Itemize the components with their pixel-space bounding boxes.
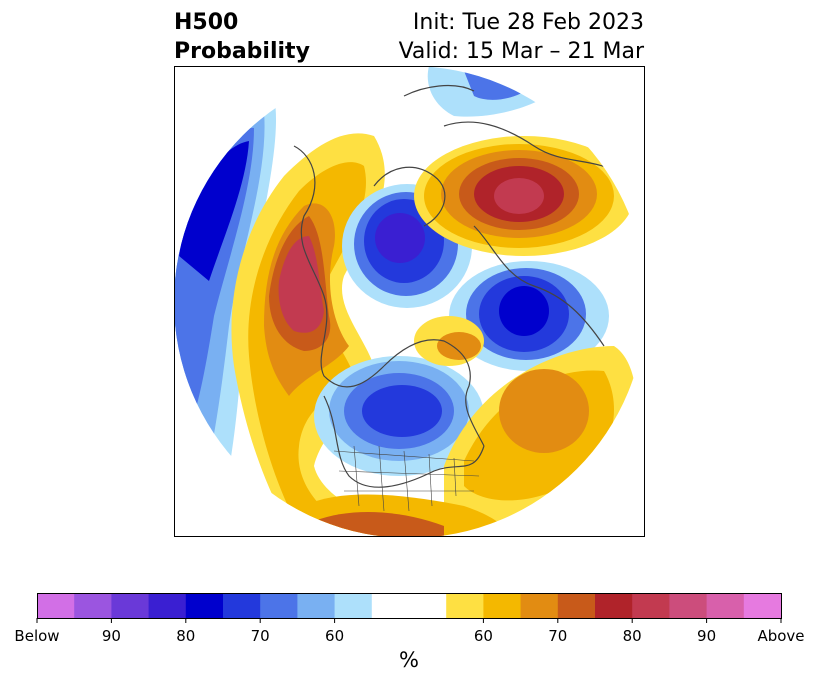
colorbar-tick-label: 80 [622,627,642,645]
colorbar-tick-label: Above [757,627,805,645]
colorbar-tick-label: 70 [548,627,568,645]
colorbar-cell [669,593,708,618]
colorbar-cell [409,593,447,618]
field-type: Probability [174,39,310,64]
state-borders [333,445,480,512]
colorbar-cell [595,593,633,618]
pacific-negative-core [179,141,249,281]
colorbar-cell [185,593,224,618]
colorbar-cell [706,593,745,618]
alaska-positive-core [278,236,324,333]
colorbar-tick-label: 80 [176,627,196,645]
date-info: Init: Tue 28 Feb 2023 Valid: 15 Mar – 21… [399,8,644,66]
colorbar-tick-label: 60 [325,627,345,645]
colorbar-tick-label: 90 [101,627,121,645]
atlantic-positive-orange [499,369,589,453]
siberia-negative-core [499,286,549,336]
colorbar-cell [557,593,596,618]
probability-map [174,66,645,537]
canada-negative-core [362,385,442,437]
colorbar-unit: % [399,648,419,672]
colorbar-cell [371,593,410,618]
colorbar-cell [743,593,782,618]
colorbar-cell [446,593,484,618]
europe-positive-core [494,178,544,214]
chart-title: H500 Probability [174,8,310,66]
map-frame [174,66,645,537]
colorbar-cell [260,593,298,618]
colorbar-tick-label: 90 [697,627,717,645]
valid-range: Valid: 15 Mar – 21 Mar [398,39,644,64]
colorbar-cell [297,593,336,618]
greenland-negative-core [375,213,425,263]
colorbar-cell [520,593,559,618]
colorbar-cell [632,593,670,618]
colorbar-tick-label: 70 [250,627,270,645]
colorbar-cell [223,593,261,618]
colorbar-cell [74,593,112,618]
colorbar-cell [111,593,150,618]
init-date: Init: Tue 28 Feb 2023 [412,10,644,35]
colorbar-tick-label: Below [14,627,60,645]
hudson-positive-gold [437,332,481,360]
colorbar-cell [334,593,373,618]
colorbar-cell [37,593,75,618]
field-name: H500 [174,10,239,35]
colorbar-tick-label: 60 [473,627,493,645]
colorbar [36,593,782,623]
colorbar-cell [483,593,522,618]
colorbar-cell [148,593,187,618]
coastlines [293,85,625,488]
